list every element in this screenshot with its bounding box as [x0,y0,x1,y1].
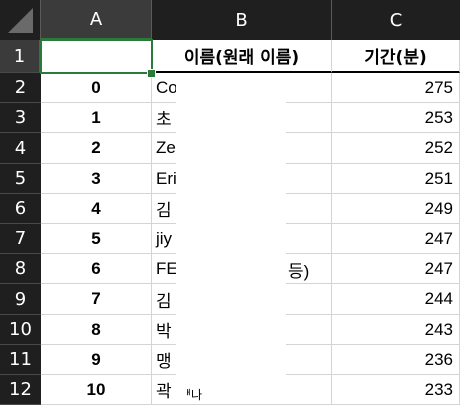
cell-a12[interactable]: 10 [41,375,152,405]
cell-c1[interactable]: 기간(분) [332,40,460,73]
row-header-5[interactable]: 5 [0,164,41,194]
cell-b1[interactable]: 이름(원래 이름) [152,40,332,73]
cell-a6[interactable]: 4 [41,194,152,224]
cell-c6[interactable]: 249 [332,194,460,224]
cell-c11[interactable]: 236 [332,345,460,375]
row-header-4[interactable]: 4 [0,133,41,164]
cell-a1[interactable] [41,40,152,73]
row-header-10[interactable]: 10 [0,315,41,345]
cell-a11[interactable]: 9 [41,345,152,375]
cell-c2[interactable]: 275 [332,73,460,103]
fill-handle[interactable] [147,69,156,78]
column-header-a[interactable]: A [41,0,152,40]
cell-a5[interactable]: 3 [41,164,152,194]
row-header-6[interactable]: 6 [0,194,41,224]
cell-c7[interactable]: 247 [332,224,460,254]
cell-a8[interactable]: 6 [41,254,152,284]
cell-a4[interactable]: 2 [41,133,152,164]
cell-a2[interactable]: 0 [41,73,152,103]
cell-c9[interactable]: 244 [332,284,460,315]
cell-a7[interactable]: 5 [41,224,152,254]
cell-c4[interactable]: 252 [332,133,460,164]
cell-c8[interactable]: 247 [332,254,460,284]
cell-a10[interactable]: 8 [41,315,152,345]
partial-text-row8: 등) [288,261,310,281]
cell-c3[interactable]: 253 [332,103,460,133]
cell-c12[interactable]: 233 [332,375,460,405]
select-all-corner[interactable] [0,0,41,40]
column-header-c[interactable]: C [332,0,460,40]
row-header-12[interactable]: 12 [0,375,41,405]
cell-a3[interactable]: 1 [41,103,152,133]
select-all-triangle-icon [8,8,33,33]
partial-text-row12: ᅢ나 [180,387,203,402]
row-header-3[interactable]: 3 [0,103,41,133]
row-header-1[interactable]: 1 [0,40,41,73]
cell-c10[interactable]: 243 [332,315,460,345]
row-header-2[interactable]: 2 [0,73,41,103]
row-header-9[interactable]: 9 [0,284,41,315]
cell-c5[interactable]: 251 [332,164,460,194]
cell-content-overlay-2 [266,74,286,254]
row-header-8[interactable]: 8 [0,254,41,284]
column-header-b[interactable]: B [152,0,332,40]
cell-a9[interactable]: 7 [41,284,152,315]
row-header-7[interactable]: 7 [0,224,41,254]
row-header-11[interactable]: 11 [0,345,41,375]
